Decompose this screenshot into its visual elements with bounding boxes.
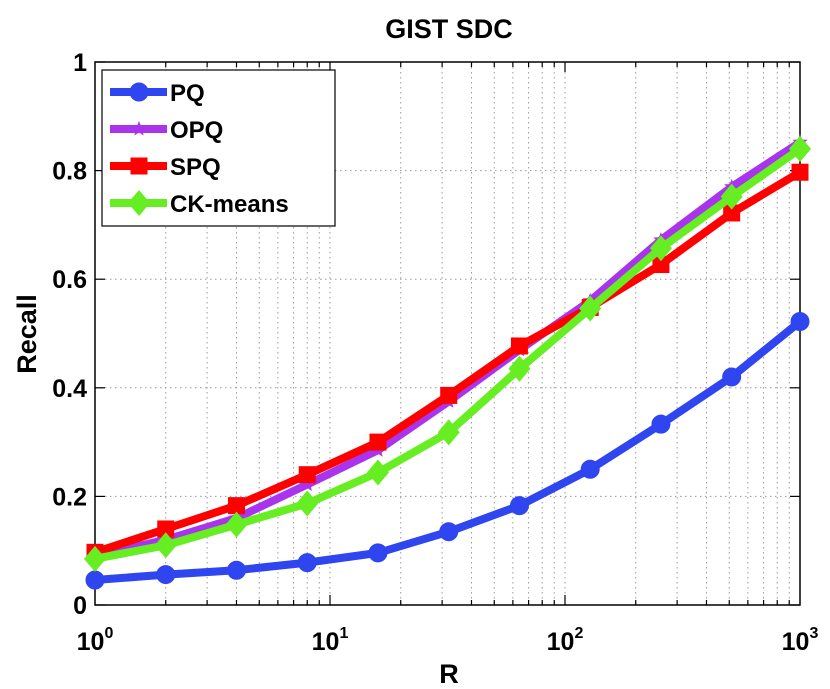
- data-point-pq: [651, 414, 671, 434]
- x-axis-label: R: [439, 659, 459, 689]
- data-point-pq: [722, 367, 742, 387]
- data-point-spq: [227, 497, 245, 515]
- data-point-ck-means: [508, 355, 531, 382]
- x-tick-exponent: 3: [809, 625, 818, 642]
- legend-label-spq: SPQ: [170, 154, 221, 181]
- x-tick-base: 10: [312, 628, 340, 656]
- data-point-spq: [652, 256, 670, 274]
- series-pq: [85, 312, 810, 590]
- chart-title: GIST SDC: [385, 14, 513, 44]
- data-point-pq: [297, 553, 317, 573]
- data-point-pq: [156, 565, 176, 585]
- legend-label-opq: OPQ: [170, 117, 223, 144]
- data-point-ck-means: [720, 183, 743, 210]
- data-point-pq: [790, 312, 810, 332]
- x-tick-label: 102: [547, 625, 584, 656]
- data-point-ck-means: [154, 532, 177, 559]
- data-point-pq: [509, 496, 529, 516]
- data-point-pq: [226, 560, 246, 580]
- x-tick-exponent: 2: [574, 625, 583, 642]
- y-tick-label: 0.6: [52, 266, 87, 294]
- data-point-spq: [723, 204, 741, 222]
- data-point-spq: [440, 386, 458, 404]
- data-point-pq: [580, 459, 600, 479]
- y-tick-label: 0.2: [52, 483, 87, 511]
- x-tick-label: 100: [77, 625, 114, 656]
- x-tick-base: 10: [547, 628, 575, 656]
- data-point-ck-means: [649, 235, 672, 262]
- x-tick-base: 10: [782, 628, 810, 656]
- data-point-spq: [791, 163, 809, 181]
- data-point-pq: [368, 543, 388, 563]
- data-point-ck-means: [437, 419, 460, 446]
- x-tick-label: 101: [312, 625, 349, 656]
- x-tick-label: 103: [782, 625, 819, 656]
- data-point-pq: [439, 522, 459, 542]
- y-tick-label: 0.4: [52, 375, 87, 403]
- legend-label-ck-means: CK-means: [170, 191, 289, 218]
- x-tick-exponent: 1: [339, 625, 348, 642]
- x-tick-exponent: 0: [104, 625, 113, 642]
- data-point-ck-means: [225, 511, 248, 538]
- legend-label-pq: PQ: [170, 80, 205, 107]
- legend-marker-ck-means: [128, 190, 150, 216]
- legend-marker-opq: [131, 121, 147, 136]
- legend: PQ OPQ SPQ CK-means: [101, 69, 336, 227]
- data-point-ck-means: [296, 490, 319, 517]
- data-point-ck-means: [366, 459, 389, 486]
- legend-marker-pq: [129, 82, 149, 102]
- data-point-spq: [510, 337, 528, 355]
- y-tick-label: 1: [73, 49, 87, 77]
- data-point-ck-means: [789, 135, 811, 162]
- data-series: [84, 134, 811, 590]
- legend-marker-spq: [130, 157, 148, 175]
- series-ck-means: [84, 135, 811, 572]
- data-point-spq: [157, 520, 175, 538]
- data-point-ck-means: [579, 295, 602, 322]
- plot-area-frame: [94, 61, 801, 606]
- data-point-spq: [369, 433, 387, 451]
- y-tick-label: 0: [73, 592, 87, 620]
- data-point-spq: [298, 466, 316, 484]
- data-point-pq: [85, 570, 105, 590]
- y-tick-label: 0.8: [52, 158, 87, 186]
- data-point-opq: [299, 476, 315, 491]
- x-tick-base: 10: [77, 628, 105, 656]
- data-point-ck-means: [84, 545, 106, 572]
- y-axis-label: Recall: [12, 294, 42, 374]
